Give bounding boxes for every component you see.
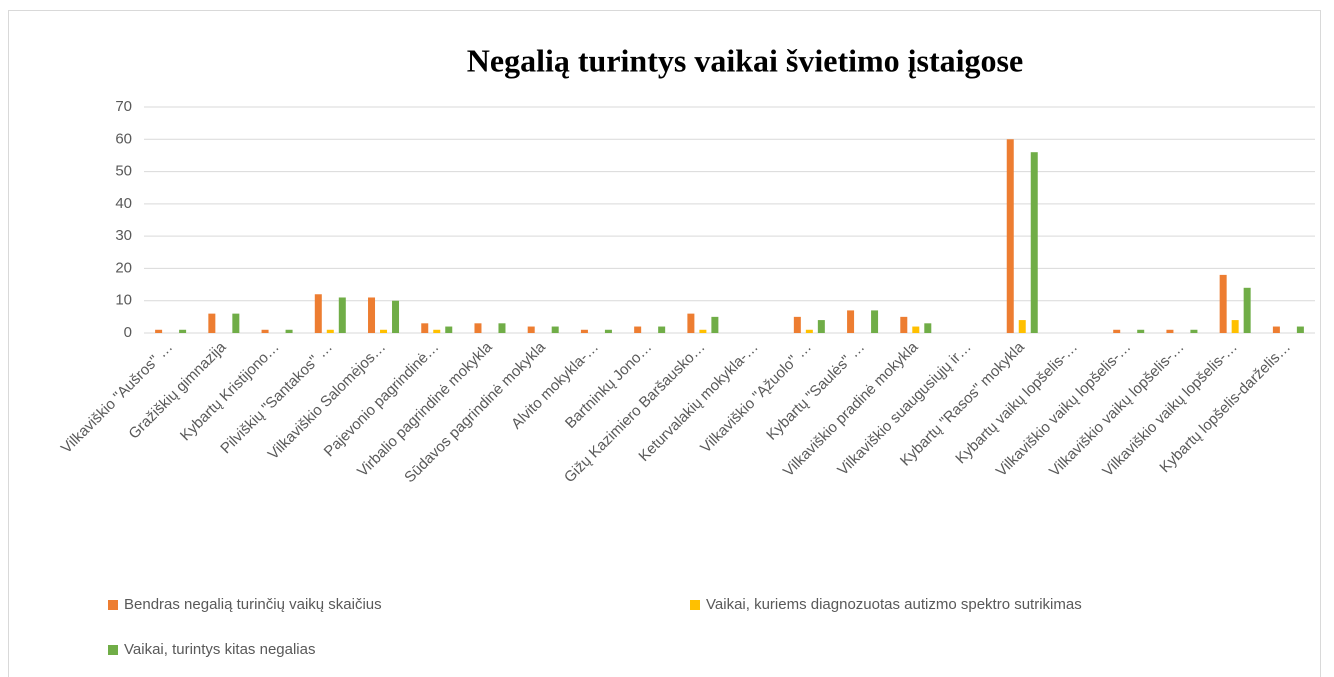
bar bbox=[551, 326, 559, 333]
bar bbox=[1137, 329, 1145, 333]
bar bbox=[912, 326, 920, 333]
bar bbox=[924, 323, 932, 333]
legend-label: Vaikai, turintys kitas negalias bbox=[124, 641, 315, 658]
y-tick-label: 10 bbox=[115, 292, 132, 309]
bar bbox=[498, 323, 506, 333]
bar bbox=[474, 323, 482, 333]
bar bbox=[604, 329, 612, 333]
bar bbox=[1030, 152, 1038, 333]
y-tick-label: 0 bbox=[124, 324, 132, 341]
bar bbox=[208, 313, 216, 333]
bar bbox=[1190, 329, 1198, 333]
bar bbox=[805, 329, 813, 333]
bar bbox=[285, 329, 293, 333]
bar bbox=[1296, 326, 1304, 333]
legend-label: Vaikai, kuriems diagnozuotas autizmo spe… bbox=[706, 596, 1082, 613]
y-tick-label: 70 bbox=[115, 98, 132, 115]
bar bbox=[711, 316, 719, 333]
bar bbox=[1243, 287, 1251, 333]
bar bbox=[658, 326, 666, 333]
y-tick-label: 40 bbox=[115, 195, 132, 212]
bar bbox=[1231, 320, 1239, 333]
chart-title: Negalią turintys vaikai švietimo įstaigo… bbox=[467, 42, 1023, 78]
bar bbox=[871, 310, 879, 333]
bar bbox=[326, 329, 334, 333]
bar bbox=[314, 294, 322, 333]
bar bbox=[433, 329, 441, 333]
bar bbox=[634, 326, 642, 333]
bar bbox=[699, 329, 707, 333]
bar bbox=[380, 329, 388, 333]
legend-label: Bendras negalią turinčių vaikų skaičius bbox=[124, 596, 382, 613]
bar bbox=[900, 316, 908, 333]
legend-swatch bbox=[690, 600, 700, 610]
bar bbox=[421, 323, 429, 333]
bar bbox=[1113, 329, 1121, 333]
bar bbox=[847, 310, 855, 333]
bar bbox=[1006, 139, 1014, 333]
bar bbox=[155, 329, 163, 333]
bar bbox=[1166, 329, 1174, 333]
bar bbox=[580, 329, 588, 333]
y-tick-label: 50 bbox=[115, 163, 132, 180]
bar bbox=[368, 297, 376, 333]
bar bbox=[793, 316, 801, 333]
bar bbox=[527, 326, 535, 333]
bar bbox=[445, 326, 453, 333]
bar bbox=[261, 329, 269, 333]
y-tick-label: 30 bbox=[115, 227, 132, 244]
bar bbox=[179, 329, 187, 333]
legend-swatch bbox=[108, 600, 118, 610]
bar bbox=[232, 313, 240, 333]
bar bbox=[1018, 320, 1026, 333]
bar bbox=[817, 320, 825, 333]
y-tick-label: 20 bbox=[115, 259, 132, 276]
bar bbox=[1272, 326, 1280, 333]
bar bbox=[1219, 274, 1227, 333]
bar bbox=[338, 297, 346, 333]
y-tick-label: 60 bbox=[115, 130, 132, 147]
bar bbox=[687, 313, 695, 333]
legend-swatch bbox=[108, 645, 118, 655]
bar bbox=[392, 300, 400, 333]
chart-border bbox=[8, 10, 1321, 677]
